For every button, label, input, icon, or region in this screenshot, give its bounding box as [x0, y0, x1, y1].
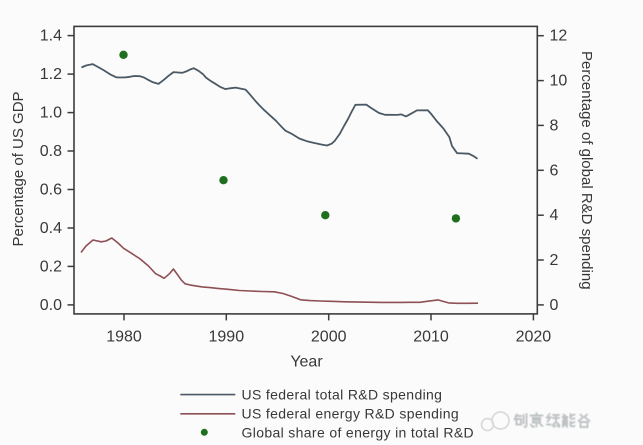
svg-text:0.0: 0.0	[40, 297, 62, 314]
svg-text:2: 2	[550, 252, 559, 269]
svg-text:12: 12	[550, 28, 568, 45]
svg-text:Global share of energy in tota: Global share of energy in total R&D	[242, 424, 474, 440]
svg-text:1990: 1990	[209, 328, 245, 345]
svg-text:0.8: 0.8	[40, 143, 62, 160]
svg-text:Percentage of global R&D spend: Percentage of global R&D spending	[578, 51, 595, 289]
svg-text:2020: 2020	[516, 328, 552, 345]
svg-text:10: 10	[550, 73, 568, 90]
svg-text:1.0: 1.0	[40, 105, 62, 122]
svg-text:Year: Year	[290, 354, 323, 371]
svg-text:1.4: 1.4	[40, 28, 62, 45]
svg-text:4: 4	[550, 207, 559, 224]
svg-text:1.2: 1.2	[40, 66, 62, 83]
svg-text:0.6: 0.6	[40, 182, 62, 199]
svg-text:0.4: 0.4	[40, 220, 62, 237]
svg-text:US federal total R&D spending: US federal total R&D spending	[242, 386, 443, 402]
svg-text:6: 6	[550, 162, 559, 179]
svg-text:1980: 1980	[106, 328, 142, 345]
svg-text:0: 0	[550, 297, 559, 314]
svg-text:2000: 2000	[311, 328, 347, 345]
svg-text:US federal energy R&D spending: US federal energy R&D spending	[242, 406, 460, 422]
svg-text:Percentage of US GDP: Percentage of US GDP	[10, 91, 27, 246]
svg-text:0.2: 0.2	[40, 258, 62, 275]
svg-text:2010: 2010	[413, 328, 449, 345]
svg-text:8: 8	[550, 117, 559, 134]
